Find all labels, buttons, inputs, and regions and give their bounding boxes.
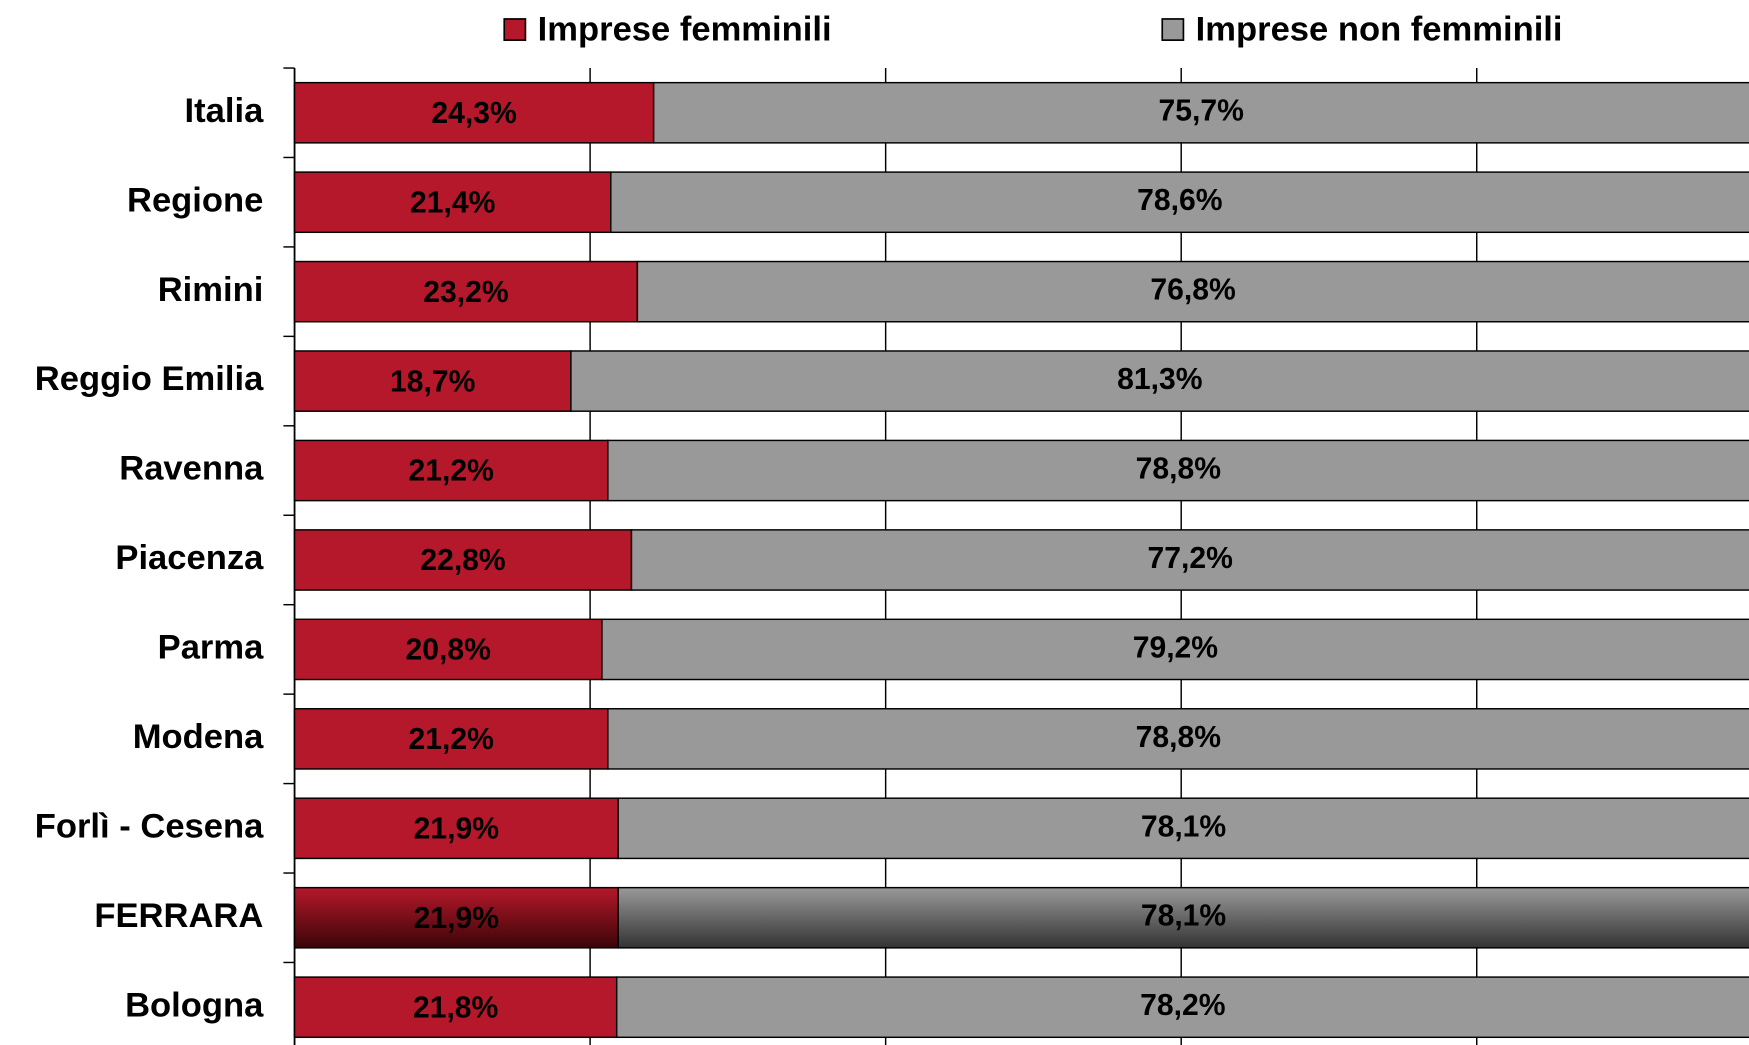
bars	[293, 81, 1749, 1039]
value-label: 21,2%	[409, 723, 494, 756]
bar-segment	[610, 171, 1749, 234]
value-label: 21,9%	[414, 812, 499, 845]
value-label: 78,1%	[1141, 900, 1226, 933]
value-label: 23,2%	[423, 276, 508, 309]
value-label: 81,3%	[1117, 363, 1202, 396]
category-label: Regione	[127, 181, 263, 219]
bar-segment	[615, 976, 1749, 1039]
category-label: Forlì - Cesena	[35, 807, 264, 845]
category-label: FERRARA	[94, 897, 263, 935]
legend-label: Imprese femminili	[538, 10, 832, 48]
category-label: Italia	[185, 92, 265, 130]
legend-label: Imprese non femminili	[1196, 10, 1563, 48]
bar-segment	[617, 797, 1749, 860]
value-label: 78,8%	[1136, 721, 1221, 754]
value-label: 22,8%	[420, 544, 505, 577]
bar-segment	[601, 618, 1749, 681]
value-label: 21,9%	[414, 902, 499, 935]
labels: Imprese femminili Imprese non femminili It…	[35, 10, 1563, 1024]
bar-segment	[293, 708, 609, 770]
category-label: Rimini	[158, 271, 264, 309]
bar-segment	[293, 260, 639, 323]
bar-segment	[630, 529, 1749, 591]
value-label: 78,1%	[1141, 810, 1226, 843]
bar-segment	[293, 350, 572, 412]
category-label: Bologna	[125, 986, 264, 1024]
bar-segment	[636, 260, 1749, 323]
value-label: 76,8%	[1150, 274, 1235, 307]
category-label: Modena	[133, 718, 264, 756]
bar-segment	[293, 618, 603, 681]
category-label: Ravenna	[119, 450, 264, 488]
category-label: Piacenza	[115, 539, 264, 577]
value-label: 24,3%	[431, 97, 516, 130]
category-label: Reggio Emilia	[35, 360, 264, 398]
legend-swatch	[503, 18, 527, 41]
bar-segment	[617, 886, 1749, 949]
value-label: 78,6%	[1137, 184, 1222, 217]
bar-segment	[293, 439, 609, 502]
bar-segment	[607, 439, 1749, 502]
value-label: 21,2%	[409, 455, 494, 488]
value-label: 75,7%	[1159, 95, 1244, 128]
value-label: 21,4%	[410, 186, 495, 219]
bar-segment	[570, 350, 1749, 412]
value-label: 18,7%	[390, 365, 475, 398]
bar-segment	[293, 81, 655, 144]
bar-segment	[652, 81, 1749, 144]
bar-segment	[607, 708, 1749, 770]
bar-segment	[293, 976, 618, 1039]
value-label: 78,2%	[1140, 989, 1225, 1022]
value-label: 78,8%	[1136, 452, 1221, 485]
value-label: 21,8%	[413, 991, 498, 1024]
bar-segment	[293, 529, 633, 591]
legend-swatch	[1161, 18, 1185, 41]
value-label: 77,2%	[1147, 542, 1232, 575]
bar-segment	[293, 797, 619, 860]
value-label: 20,8%	[406, 634, 491, 667]
value-label: 79,2%	[1133, 631, 1218, 664]
category-label: Parma	[158, 629, 264, 667]
